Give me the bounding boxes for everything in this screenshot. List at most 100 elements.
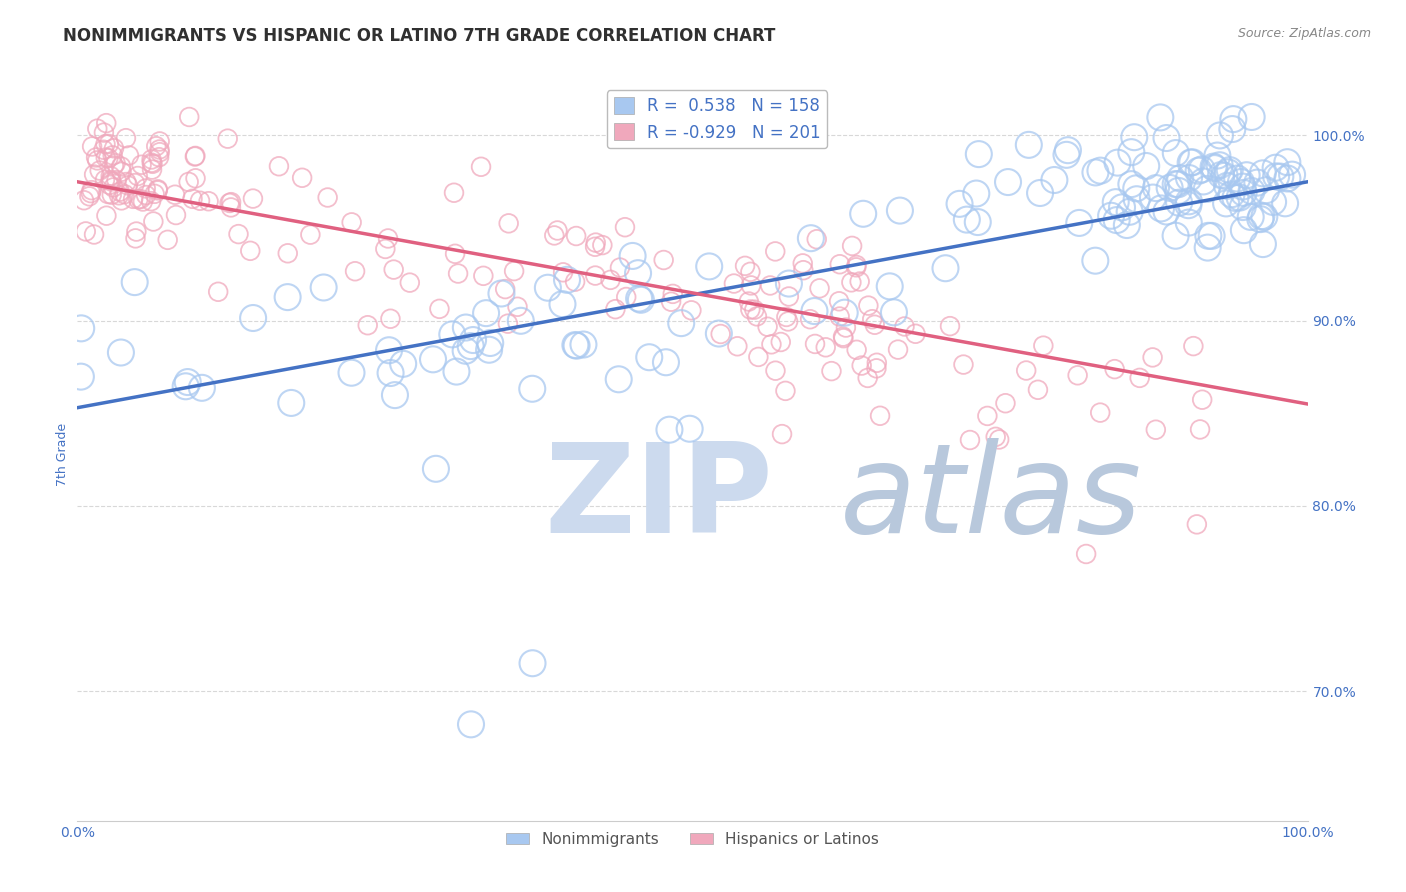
Point <box>149 135 172 149</box>
Point <box>1144 181 1167 195</box>
Point <box>496 317 519 331</box>
Point <box>1253 210 1275 224</box>
Point <box>460 717 482 731</box>
Point <box>1264 161 1286 175</box>
Point <box>188 194 211 208</box>
Point <box>710 326 733 341</box>
Point <box>832 329 855 343</box>
Point <box>82 139 104 153</box>
Point <box>84 150 107 164</box>
Point <box>763 244 786 259</box>
Point <box>965 186 987 201</box>
Point <box>546 223 568 237</box>
Point <box>1167 178 1189 192</box>
Point <box>141 153 163 167</box>
Point <box>1209 128 1232 143</box>
Point <box>1105 213 1128 227</box>
Point <box>146 183 169 197</box>
Point <box>94 151 117 165</box>
Point <box>96 209 118 223</box>
Point <box>146 182 169 196</box>
Point <box>115 131 138 145</box>
Point <box>1111 200 1133 214</box>
Point <box>181 192 204 206</box>
Point <box>1209 168 1232 182</box>
Point <box>461 333 484 347</box>
Point <box>1213 169 1236 183</box>
Point <box>585 235 607 250</box>
Point <box>101 148 124 162</box>
Point <box>738 294 761 309</box>
Point <box>1232 200 1254 214</box>
Point <box>770 427 793 442</box>
Point <box>1250 209 1272 223</box>
Point <box>1015 363 1038 377</box>
Point <box>1115 218 1137 232</box>
Point <box>1177 198 1199 212</box>
Text: NONIMMIGRANTS VS HISPANIC OR LATINO 7TH GRADE CORRELATION CHART: NONIMMIGRANTS VS HISPANIC OR LATINO 7TH … <box>63 27 776 45</box>
Point <box>141 157 163 171</box>
Point <box>141 155 163 169</box>
Point <box>792 263 814 277</box>
Point <box>83 227 105 242</box>
Point <box>740 278 762 293</box>
Point <box>860 312 883 326</box>
Point <box>124 275 146 289</box>
Point <box>299 227 322 242</box>
Point <box>976 409 998 423</box>
Point <box>858 299 880 313</box>
Point <box>207 285 229 299</box>
Point <box>939 319 962 334</box>
Point <box>834 306 856 320</box>
Point <box>725 339 748 353</box>
Point <box>110 194 132 208</box>
Point <box>1249 212 1271 227</box>
Point <box>1204 161 1226 175</box>
Point <box>551 297 574 311</box>
Point <box>494 282 516 296</box>
Point <box>806 232 828 246</box>
Point <box>163 187 186 202</box>
Point <box>1149 111 1171 125</box>
Point <box>1135 159 1157 173</box>
Point <box>572 337 595 351</box>
Point <box>652 252 675 267</box>
Point <box>291 170 314 185</box>
Point <box>828 257 851 271</box>
Point <box>655 355 678 369</box>
Point <box>627 266 650 280</box>
Point <box>799 312 821 326</box>
Point <box>103 141 125 155</box>
Point <box>425 462 447 476</box>
Point <box>1159 181 1181 195</box>
Point <box>80 186 103 200</box>
Point <box>756 319 779 334</box>
Point <box>723 277 745 291</box>
Point <box>761 337 783 351</box>
Point <box>156 233 179 247</box>
Point <box>86 153 108 168</box>
Point <box>1090 406 1112 420</box>
Point <box>1121 177 1143 191</box>
Point <box>382 262 405 277</box>
Point <box>607 372 630 386</box>
Point <box>630 293 652 307</box>
Point <box>1018 137 1040 152</box>
Point <box>1251 166 1274 180</box>
Point <box>599 273 621 287</box>
Point <box>1220 122 1243 136</box>
Point <box>384 388 406 402</box>
Point <box>621 249 644 263</box>
Point <box>179 110 201 124</box>
Point <box>1222 112 1244 127</box>
Point <box>70 369 93 384</box>
Point <box>124 231 146 245</box>
Point <box>79 189 101 203</box>
Point <box>1192 174 1215 188</box>
Point <box>1240 110 1263 124</box>
Point <box>775 384 797 398</box>
Point <box>422 352 444 367</box>
Point <box>734 259 756 273</box>
Point <box>697 260 720 274</box>
Point <box>1261 194 1284 209</box>
